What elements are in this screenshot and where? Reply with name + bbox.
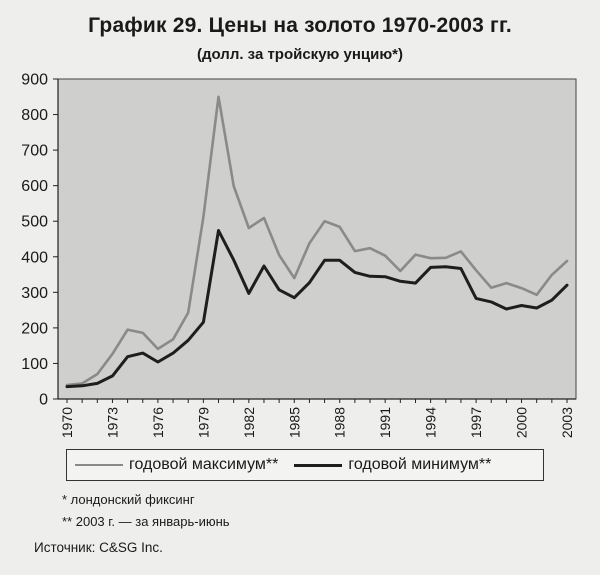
- x-tick-label: 1973: [104, 407, 120, 438]
- y-tick-label: 300: [21, 285, 48, 302]
- source-note: Источник: C&SG Inc.: [34, 540, 163, 555]
- x-tick-label: 1985: [286, 407, 302, 438]
- legend-label-min: годовой минимум**: [348, 456, 492, 473]
- y-tick-label: 800: [21, 107, 48, 124]
- legend-item-min: годовой минимум**: [294, 456, 491, 474]
- x-tick-label: 1982: [241, 407, 257, 438]
- legend: годовой максимум** годовой минимум**: [66, 449, 544, 481]
- y-tick-label: 600: [21, 178, 48, 195]
- y-tick-label: 400: [21, 249, 48, 266]
- legend-label-max: годовой максимум**: [129, 456, 279, 473]
- x-tick-label: 2003: [559, 407, 575, 438]
- x-tick-label: 2000: [514, 407, 530, 438]
- footnote-2003: ** 2003 г. — за январь-июнь: [62, 514, 230, 529]
- footnote-fixing: * лондонский фиксинг: [62, 492, 195, 507]
- y-tick-label: 900: [21, 72, 48, 89]
- legend-item-max: годовой максимум**: [75, 456, 278, 474]
- x-tick-label: 1988: [332, 407, 348, 438]
- x-tick-label: 1991: [377, 407, 393, 438]
- x-tick-label: 1979: [195, 407, 211, 438]
- line-annual-min: [65, 229, 569, 389]
- y-tick-label: 200: [21, 320, 48, 337]
- y-tick-label: 700: [21, 143, 48, 160]
- line-annual-max: [65, 95, 569, 387]
- x-tick-label: 1970: [59, 407, 75, 438]
- plot-area: [57, 78, 577, 400]
- chart-title: График 29. Цены на золото 1970-2003 гг.: [88, 14, 512, 37]
- x-tick-label: 1994: [423, 407, 439, 438]
- chart-subtitle: (долл. за тройскую унцию*): [196, 46, 403, 63]
- series-lines: [65, 95, 569, 389]
- x-tick-label: 1997: [468, 407, 484, 438]
- legend-swatch-max: [75, 464, 123, 466]
- y-tick-label: 500: [21, 214, 48, 231]
- x-axis: 1970 1973 1976 1979 1982 1985 1988 1991 1994 1997…: [58, 398, 576, 438]
- y-tick-label: 100: [21, 356, 48, 373]
- legend-swatch-min: [294, 463, 343, 467]
- y-tick-label: 0: [39, 392, 48, 409]
- x-tick-label: 1976: [150, 407, 166, 438]
- y-axis: 0 100 200 300 400 500 600 700 800 900: [21, 72, 59, 409]
